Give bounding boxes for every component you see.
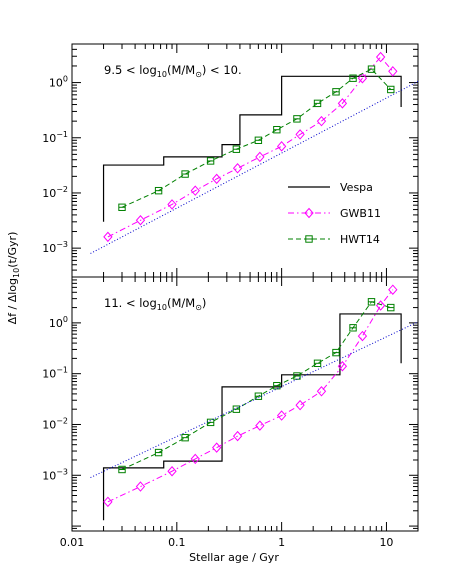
series-gwb11-point <box>167 466 177 477</box>
series-gwb11-point <box>357 72 368 84</box>
series-gwb11-point <box>232 163 243 174</box>
series-hwt14-point <box>313 99 322 108</box>
y-tick-label: 100 <box>49 315 68 330</box>
series-hwt14-point <box>387 303 395 312</box>
legend-entry-gwb11: GWB11 <box>288 207 381 220</box>
bottom-panel: 10−3 10−2 10−1 100 11. < log10(M/M⊙) 0.01 0.1 1… <box>42 276 419 549</box>
legend-label: GWB11 <box>340 207 381 220</box>
series-vespa-line <box>102 75 402 222</box>
series-gwb11-point <box>135 215 146 226</box>
series-gwb11-point <box>190 185 200 196</box>
series-hwt14-point <box>118 465 126 474</box>
legend-label: HWT14 <box>340 233 380 246</box>
series-gwb11-point <box>276 410 287 421</box>
series-hwt14-point <box>332 348 340 357</box>
y-tick-label: 100 <box>49 75 68 90</box>
series-gwb11-point <box>276 141 287 152</box>
x-tick-label: 1 <box>278 536 285 549</box>
series-hwt14-point <box>232 145 241 153</box>
series-gwb11-point <box>357 330 368 342</box>
series-hwt14-point <box>206 157 215 165</box>
series-hwt14-point <box>313 359 322 368</box>
x-tick-label: 0.1 <box>168 536 186 549</box>
plot-area <box>90 284 418 521</box>
y-tick-label: 10−2 <box>42 416 68 431</box>
legend-marker <box>304 207 314 219</box>
series-hwt14-point <box>254 136 263 144</box>
series-hwt14-point <box>181 170 189 178</box>
series-gwb11-point <box>167 199 177 210</box>
series-hwt14-point <box>293 115 301 123</box>
x-axis-label: Stellar age / Gyr <box>189 551 279 564</box>
series-gwb11-point <box>211 173 222 185</box>
series-vespa-line <box>102 313 402 521</box>
series-hwt14-point <box>367 65 376 73</box>
series-gwb11-point <box>232 430 243 442</box>
series-reference-line <box>90 80 418 254</box>
top-panel: 10−3 10−2 10−1 100 9.5 < log10(M/M⊙) < 10. <box>42 43 419 278</box>
y-tick-label: 10−3 <box>42 467 68 482</box>
series-gwb11-point <box>316 386 327 397</box>
x-tick-label: 0.01 <box>60 536 85 549</box>
y-tick-label: 10−1 <box>42 366 68 381</box>
plot-frame <box>71 276 419 532</box>
x-tick-label: 10 <box>379 536 393 549</box>
series-gwb11-point <box>255 420 265 431</box>
series-gwb11-point <box>375 51 386 63</box>
series-hwt14-point <box>206 418 215 427</box>
series-gwb11-point <box>255 151 265 163</box>
series-hwt14-point <box>349 74 357 82</box>
series-hwt14-point <box>181 433 189 442</box>
series-gwb11-point <box>103 231 113 243</box>
plot-area <box>90 51 418 254</box>
legend-entry-vespa: Vespa <box>288 181 373 194</box>
series-gwb11-point <box>103 496 113 508</box>
series-gwb11-line <box>107 56 394 238</box>
series-hwt14-point <box>367 298 376 306</box>
series-hwt14-line <box>121 301 391 470</box>
series-hwt14-point <box>154 186 163 195</box>
series-gwb11-point <box>337 361 348 372</box>
legend: Vespa GWB11 HWT14 <box>288 181 381 246</box>
y-tick-label: 10−3 <box>42 240 68 255</box>
series-hwt14-point <box>273 125 281 134</box>
series-gwb11-line <box>107 289 394 503</box>
series-hwt14-point <box>349 324 357 332</box>
series-gwb11-point <box>337 98 348 109</box>
y-tick-label: 10−2 <box>42 185 68 200</box>
series-gwb11-point <box>295 129 305 140</box>
series-hwt14-point <box>154 448 163 457</box>
y-axis-label: Δf / Δlog10(t/Gyr) <box>6 232 21 325</box>
panel-annotation: 11. < log10(M/M⊙) <box>104 296 206 312</box>
series-gwb11-point <box>375 300 386 311</box>
series-gwb11-point <box>388 66 398 77</box>
series-hwt14-point <box>273 381 281 390</box>
series-gwb11-point <box>388 284 398 295</box>
panel-annotation: 9.5 < log10(M/M⊙) < 10. <box>104 63 242 79</box>
y-tick-label: 10−1 <box>42 130 68 145</box>
series-hwt14-point <box>118 203 126 211</box>
series-gwb11-point <box>211 442 222 453</box>
series-gwb11-point <box>295 399 305 411</box>
series-gwb11-point <box>190 453 200 465</box>
legend-marker <box>305 235 313 243</box>
series-hwt14-point <box>332 88 340 96</box>
series-gwb11-point <box>135 481 146 492</box>
series-hwt14-point <box>387 85 395 94</box>
series-reference-line <box>90 321 418 479</box>
series-gwb11-point <box>316 115 327 127</box>
legend-entry-hwt14: HWT14 <box>288 233 380 246</box>
legend-label: Vespa <box>340 181 373 194</box>
